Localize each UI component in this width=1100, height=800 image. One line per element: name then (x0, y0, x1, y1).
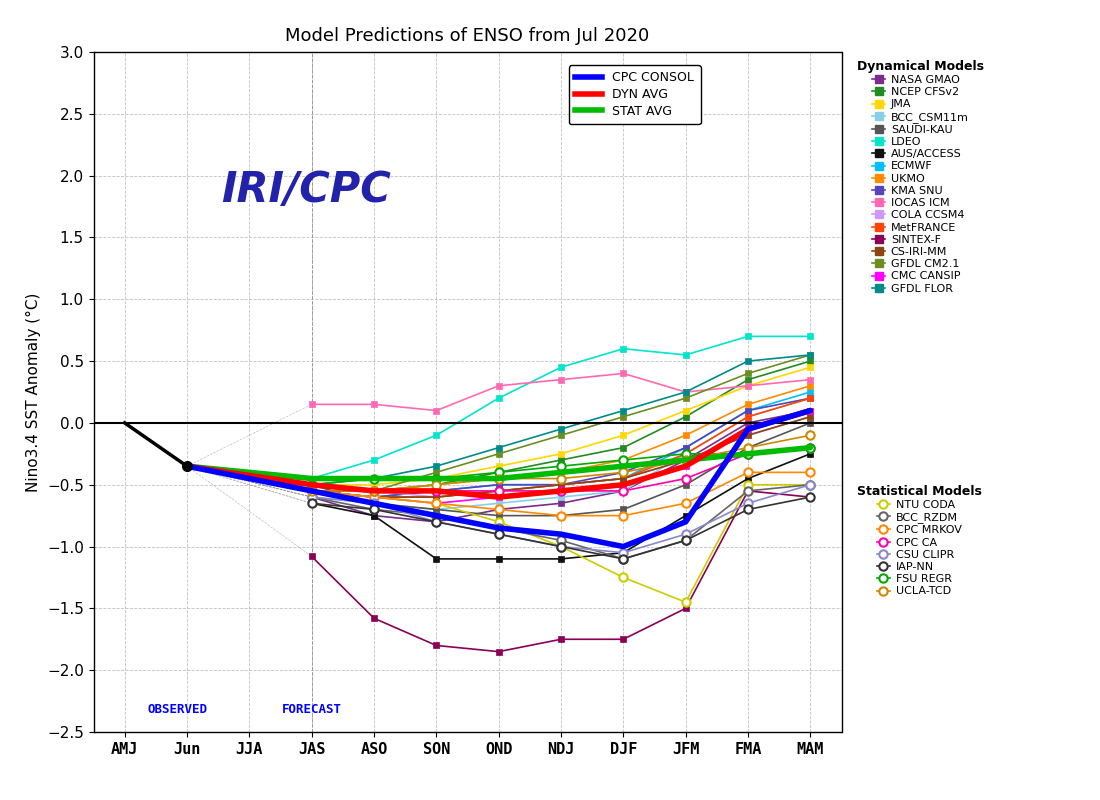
Text: FORECAST: FORECAST (282, 703, 342, 717)
Legend: NTU CODA, BCC_RZDM, CPC MRKOV, CPC CA, CSU CLIPR, IAP-NN, FSU REGR, UCLA-TCD: NTU CODA, BCC_RZDM, CPC MRKOV, CPC CA, C… (855, 482, 983, 598)
Y-axis label: Nino3.4 SST Anomaly (°C): Nino3.4 SST Anomaly (°C) (26, 292, 42, 492)
Text: IRI/CPC: IRI/CPC (221, 169, 390, 210)
Title: Model Predictions of ENSO from Jul 2020: Model Predictions of ENSO from Jul 2020 (285, 27, 650, 45)
Text: OBSERVED: OBSERVED (147, 703, 208, 717)
